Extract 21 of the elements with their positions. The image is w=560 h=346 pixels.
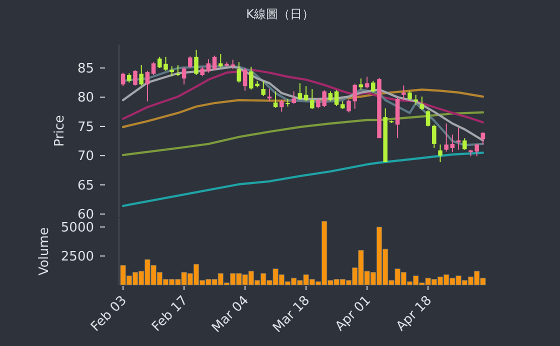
line-series: [122, 68, 484, 124]
y-axis-title: Price: [52, 114, 68, 147]
x-tick-label: Mar 18: [270, 293, 313, 336]
chart-title: K線圖（日）: [246, 7, 314, 21]
x-tick-label: Apr 18: [394, 293, 435, 334]
y-tick-label: 60: [77, 208, 94, 223]
x-tick-label: Apr 01: [332, 293, 374, 334]
y-tick-label: 80: [77, 90, 94, 106]
y-tick-label: 65: [77, 178, 94, 194]
x-tick-label: Feb 03: [88, 293, 130, 335]
x-tick-label: Feb 17: [149, 293, 191, 335]
line-series: [122, 111, 484, 156]
line-series: [122, 152, 484, 207]
y-tick-label: 85: [77, 61, 94, 76]
line-series: [122, 88, 484, 128]
y-tick-label: 2500: [60, 249, 94, 264]
x-tick-label: Mar 04: [209, 293, 252, 336]
y-tick-label: 5000: [60, 220, 94, 236]
y-tick-label: 75: [77, 120, 94, 135]
y-tick-label: 70: [77, 149, 94, 164]
y-axis-title: Volume: [36, 227, 52, 276]
